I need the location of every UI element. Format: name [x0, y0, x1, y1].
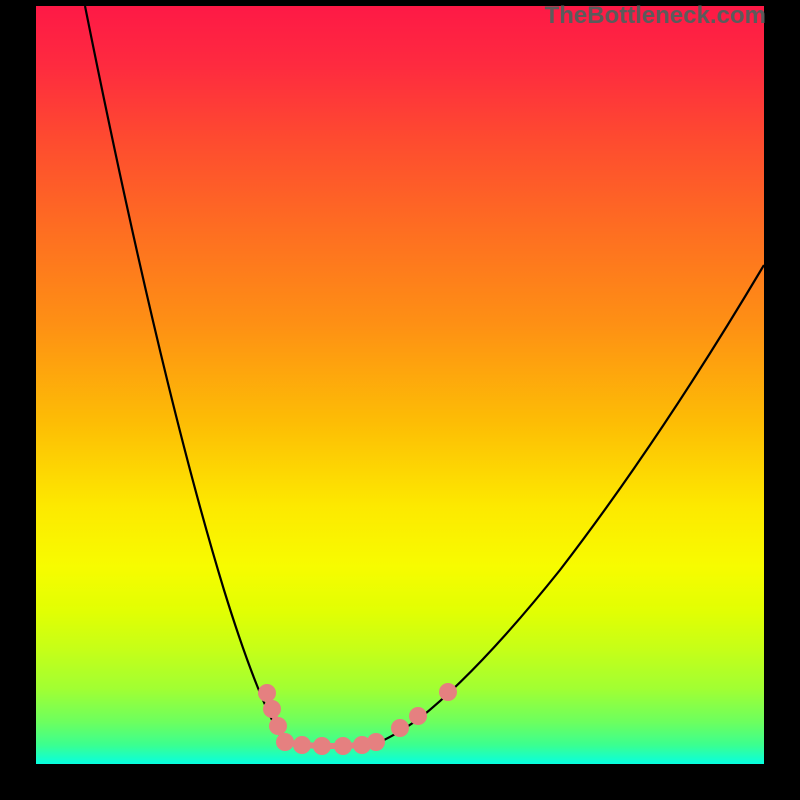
marker-dot: [409, 707, 427, 725]
marker-dot: [439, 683, 457, 701]
marker-dot: [367, 733, 385, 751]
marker-dot: [293, 736, 311, 754]
marker-dot: [258, 684, 276, 702]
gradient-background: [36, 6, 764, 764]
chart-svg: [0, 0, 800, 800]
marker-dot: [263, 700, 281, 718]
marker-dot: [269, 717, 287, 735]
watermark-text: TheBottleneck.com: [545, 2, 766, 30]
chart-container: TheBottleneck.com: [0, 0, 800, 800]
marker-dot: [276, 733, 294, 751]
marker-dot: [334, 737, 352, 755]
marker-dot: [391, 719, 409, 737]
marker-dot: [313, 737, 331, 755]
